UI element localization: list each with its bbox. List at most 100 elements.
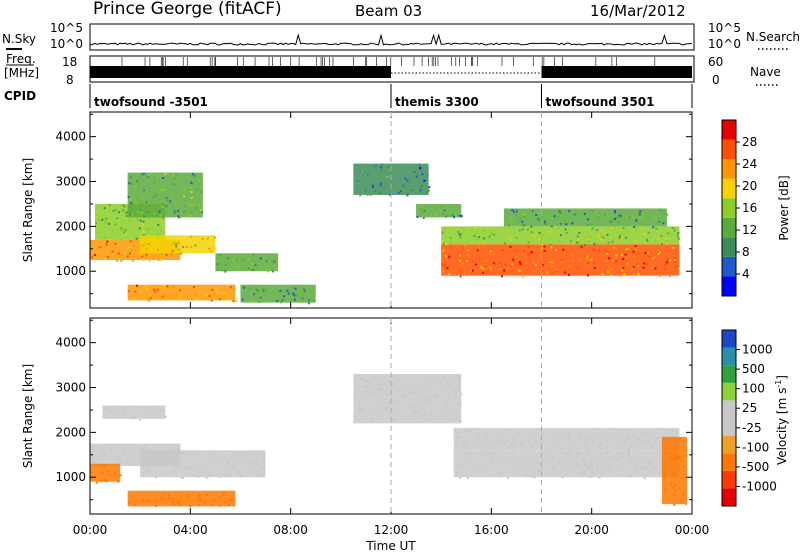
data-cell [656,248,659,251]
data-cell [618,457,621,460]
data-cell [615,431,618,434]
data-region [127,172,203,218]
data-cell [173,470,176,473]
data-cell [134,290,137,293]
data-cell [537,219,540,222]
data-cell [681,440,684,443]
data-cell [182,246,185,249]
data-cell [388,193,391,196]
data-cell [114,223,117,226]
data-cell [460,436,463,439]
data-cell [685,454,688,457]
data-cell [386,381,389,384]
data-cell [641,447,644,450]
data-cell [503,269,506,272]
data-cell [605,451,608,454]
data-cell [593,243,596,246]
data-cell [645,468,648,471]
data-cell [672,472,675,475]
data-cell [162,284,165,287]
data-cell [664,267,667,270]
data-cell [262,289,265,292]
data-cell [580,437,583,440]
data-cell [262,460,265,463]
data-cell [530,444,533,447]
data-cell [560,447,563,450]
data-cell [369,193,372,196]
data-cell [522,224,525,227]
data-cell [418,163,421,166]
data-cell [615,254,618,257]
data-cell [527,253,530,256]
data-cell [147,228,150,231]
data-cell [111,411,114,414]
data-cell [218,298,221,301]
data-cell [120,259,123,262]
data-cell [660,440,663,443]
data-region [102,405,166,419]
data-cell [459,275,462,278]
data-region [453,427,680,451]
data-cell [578,231,581,234]
data-cell [627,247,630,250]
data-cell [193,285,196,288]
data-cell [386,405,389,408]
data-cell [215,287,218,290]
power-colorbar-swatches [722,120,736,296]
data-cell [419,189,422,192]
data-cell [531,210,534,213]
data-cell [141,459,144,462]
data-cell [535,213,538,216]
data-cell [158,210,161,213]
data-cell [512,227,515,230]
data-cell [605,260,608,263]
data-cell [485,454,488,457]
data-cell [600,473,603,476]
data-cell [367,392,370,395]
data-cell [198,494,201,497]
data-cell [443,209,446,212]
data-cell [646,451,649,454]
data-cell [179,294,182,297]
data-cell [541,246,544,249]
data-cell [637,217,640,220]
data-cell [179,299,182,302]
data-cell [608,464,611,467]
data-cell [138,227,141,230]
data-cell [155,476,158,479]
data-cell [163,492,166,495]
data-cell [541,243,544,246]
data-cell [493,453,496,456]
data-cell [186,493,189,496]
data-cell [481,451,484,454]
data-cell [475,467,478,470]
data-cell [657,237,660,240]
data-cell [193,204,196,207]
data-cell [627,451,630,454]
data-cell [378,388,381,391]
data-cell [378,410,381,413]
data-cell [164,473,167,476]
data-cell [114,242,117,245]
data-cell [483,229,486,232]
data-cell [587,452,590,455]
data-region [416,203,462,218]
data-cell [235,300,238,303]
data-cell [491,440,494,443]
data-cell [142,259,145,262]
data-cell [459,269,462,272]
data-cell [619,274,622,277]
data-cell [472,445,475,448]
data-cell [180,452,183,455]
data-cell [360,170,363,173]
data-cell [538,238,541,241]
data-cell [171,254,174,257]
data-cell [377,407,380,410]
data-cell [459,378,462,381]
data-cell [134,444,137,447]
data-cell [109,473,112,476]
data-cell [535,263,538,266]
velocity-label-main: Velocity [m s [775,388,789,465]
data-cell [613,228,616,231]
data-cell [591,210,594,213]
